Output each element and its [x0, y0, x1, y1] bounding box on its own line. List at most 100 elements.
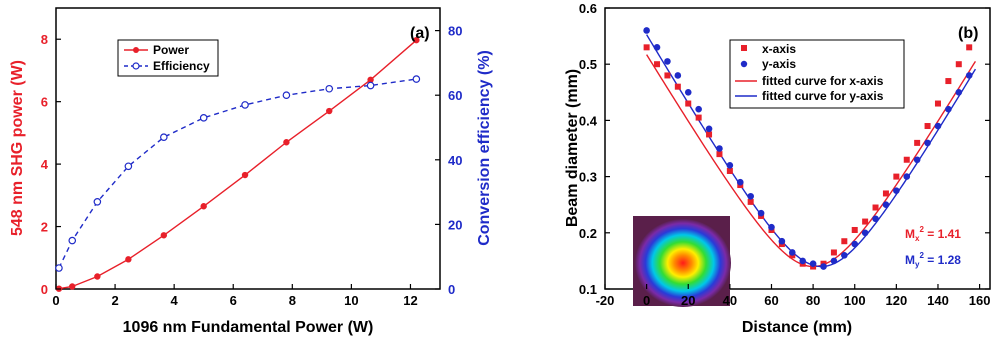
- y-tick-label-b: 0.3: [579, 170, 597, 185]
- panel-label-b: (b): [958, 25, 978, 42]
- plot-frame-a: [55, 7, 441, 290]
- data-point-power: [69, 283, 76, 290]
- data-point-efficiency: [55, 264, 63, 272]
- data-point-power: [413, 36, 420, 44]
- x-axis-label-a: 1096 nm Fundamental Power (W): [123, 319, 374, 336]
- data-point-x-axis: [726, 167, 733, 174]
- data-point-power: [125, 256, 132, 263]
- panel-label-a: (a): [410, 25, 430, 42]
- series-line-efficiency: [58, 78, 417, 269]
- y-axis-label-b: Beam diameter (mm): [564, 69, 581, 227]
- x-tick-label-a: 10: [344, 293, 358, 308]
- data-point-x-axis: [903, 156, 910, 163]
- legend-marker-y-axis: [740, 60, 748, 68]
- data-point-y-axis: [882, 201, 890, 208]
- data-point-x-axis: [654, 61, 661, 68]
- data-point-efficiency: [282, 91, 291, 100]
- beam-profile-spot: [635, 219, 731, 307]
- x-tick-label-a: 12: [403, 293, 417, 308]
- data-point-power: [283, 139, 290, 146]
- data-point-x-axis: [955, 61, 962, 68]
- data-point-x-axis: [841, 238, 848, 245]
- data-point-y-axis: [965, 72, 973, 79]
- y-axis-label-a: 548 nm SHG power (W): [9, 60, 26, 236]
- x-tick-label-b: 100: [844, 293, 866, 308]
- y-tick-label-b: 0.1: [579, 282, 597, 297]
- data-point-efficiency: [68, 236, 77, 245]
- data-point-y-axis: [945, 105, 952, 113]
- chart-panel-b: -20 0 20 40 60 80 100 120 140 160 0.1 0.2 0.3 0.4 0.5 0…: [564, 1, 991, 336]
- x-tick-label-b: 80: [806, 293, 820, 308]
- data-point-y-axis: [861, 229, 869, 237]
- data-point-x-axis: [695, 114, 702, 121]
- data-point-y-axis: [695, 105, 702, 113]
- data-point-y-axis: [913, 156, 921, 164]
- data-point-x-axis: [945, 78, 952, 85]
- data-point-y-axis: [643, 27, 650, 34]
- legend-a: Power Efficiency: [117, 39, 219, 77]
- data-point-x-axis: [914, 139, 921, 146]
- data-point-y-axis: [664, 58, 671, 65]
- y2-tick-label-a: 20: [448, 217, 462, 232]
- data-point-y-axis: [788, 249, 796, 256]
- plot-frame-b: [604, 7, 991, 290]
- data-point-x-axis: [643, 44, 650, 51]
- data-point-y-axis: [716, 145, 723, 152]
- data-point-x-axis: [934, 100, 941, 107]
- x-tick-label-a: 2: [111, 293, 118, 308]
- x-tick-label-b: 60: [764, 293, 778, 308]
- data-point-power: [367, 76, 374, 84]
- data-point-power: [160, 232, 168, 239]
- data-point-y-axis: [799, 257, 807, 265]
- y2-tick-label-a: 80: [448, 24, 462, 39]
- data-point-x-axis: [674, 83, 681, 90]
- data-point-y-axis: [830, 257, 838, 265]
- data-point-y-axis: [653, 44, 661, 51]
- data-point-efficiency: [124, 162, 133, 171]
- data-point-x-axis: [872, 204, 879, 211]
- x-tick-label-b: -20: [596, 293, 615, 308]
- data-point-power: [94, 273, 101, 280]
- data-point-y-axis: [736, 178, 744, 186]
- x-tick-label-b: 140: [927, 293, 949, 308]
- data-point-y-axis: [768, 223, 775, 231]
- data-point-x-axis: [882, 190, 889, 197]
- m2-annotation-x: Mx2 = 1.41: [905, 225, 961, 243]
- x-tick-label-b: 20: [681, 293, 695, 308]
- data-point-power: [200, 203, 207, 210]
- y-tick-label-a: 4: [41, 157, 49, 172]
- data-point-y-axis: [747, 192, 754, 200]
- data-point-y-axis: [934, 122, 942, 130]
- data-point-power: [241, 171, 249, 179]
- legend-label-x-axis: x-axis: [762, 42, 796, 56]
- y-tick-label-a: 0: [41, 282, 48, 297]
- y-tick-label-a: 2: [41, 220, 48, 235]
- data-point-efficiency: [93, 197, 102, 206]
- data-point-y-axis: [820, 263, 827, 270]
- data-point-efficiency: [199, 114, 208, 122]
- data-point-power: [326, 107, 333, 115]
- data-point-x-axis: [924, 123, 931, 130]
- y-tick-label-b: 0.2: [579, 226, 597, 241]
- legend-label-fit-x: fitted curve for x-axis: [762, 74, 884, 88]
- data-point-x-axis: [716, 151, 723, 158]
- beam-profile-inset: [633, 216, 731, 307]
- data-point-x-axis: [851, 226, 858, 233]
- data-point-y-axis: [851, 240, 859, 248]
- y-tick-label-b: 0.6: [579, 1, 597, 16]
- data-point-y-axis: [684, 89, 692, 96]
- data-point-y-axis: [924, 139, 931, 147]
- x-tick-label-b: 120: [885, 293, 907, 308]
- legend-label-fit-y: fitted curve for y-axis: [762, 89, 884, 103]
- data-point-y-axis: [778, 237, 786, 245]
- data-point-y-axis: [903, 173, 911, 180]
- data-point-x-axis: [893, 173, 900, 180]
- data-point-y-axis: [757, 209, 765, 217]
- legend-label-y-axis: y-axis: [762, 57, 796, 71]
- y-tick-label-a: 6: [41, 95, 48, 110]
- data-point-y-axis: [705, 125, 713, 133]
- m2-annotation-y: My2 = 1.28: [905, 251, 961, 269]
- legend-label-power: Power: [153, 43, 189, 57]
